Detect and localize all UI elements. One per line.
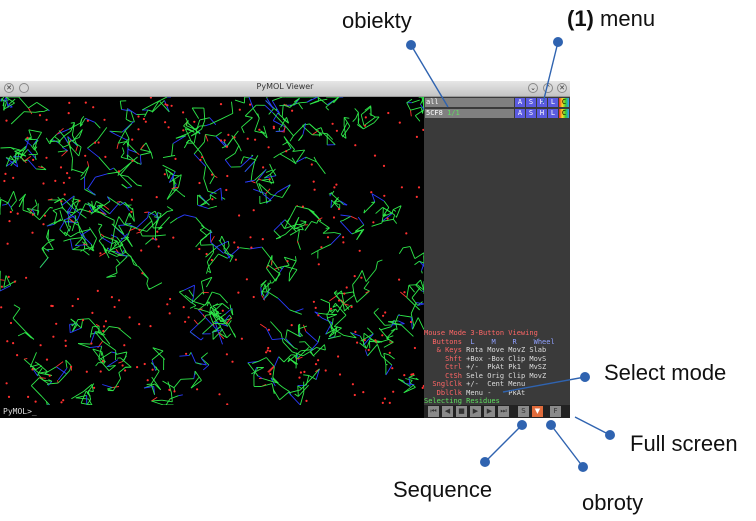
action-button[interactable]: A xyxy=(515,98,525,107)
pointer-line-obroty xyxy=(550,424,584,468)
hide-button[interactable]: H xyxy=(537,98,547,107)
maximize-icon[interactable]: ⌃ xyxy=(543,83,553,93)
rewind-icon[interactable]: ⏮ xyxy=(428,406,439,417)
rock-toggle-icon[interactable]: ▼ xyxy=(532,406,543,417)
object-row-all[interactable]: all A S H L C xyxy=(425,98,569,107)
minimize-icon[interactable]: ⌄ xyxy=(528,83,538,93)
action-button[interactable]: A xyxy=(515,109,525,118)
molecule-structure xyxy=(0,97,424,405)
water-molecules xyxy=(0,97,424,405)
mouse-mode-line: CtSh Sele Orig Clip MovZ xyxy=(424,371,547,380)
play-icon[interactable]: ▶ xyxy=(470,406,481,417)
label-menu-number: (1) xyxy=(567,6,594,31)
label-menu-text: menu xyxy=(600,6,656,31)
label-select-mode: Select mode xyxy=(604,360,727,385)
color-button[interactable]: C xyxy=(559,98,569,107)
mouse-mode-panel[interactable]: Mouse Mode 3-Button Viewing Buttons L M … xyxy=(424,329,570,414)
mouse-mode-line: Mouse Mode 3-Button Viewing xyxy=(424,329,538,337)
mouse-mode-line: Selecting Residues xyxy=(424,397,500,405)
color-button[interactable]: C xyxy=(559,109,569,118)
fast-forward-icon[interactable]: ⏭ xyxy=(498,406,509,417)
object-row-5cf8[interactable]: 5CF8 1/1 A S H L C xyxy=(425,109,569,118)
command-line[interactable]: PyMOL>_ xyxy=(0,405,424,418)
movie-controls: ⏮ ◀ ■ ▶ ▶ ⏭ S ▼ F xyxy=(424,405,570,418)
window-titlebar: ✕ PyMOL Viewer ⌄ ⌃ ✕ xyxy=(0,81,570,97)
close-icon[interactable]: ✕ xyxy=(557,83,567,93)
object-panel: all A S H L C 5CF8 1/1 A S H L C Mouse M… xyxy=(424,97,570,418)
mouse-mode-line: & Keys Rota Move MovZ Slab xyxy=(424,346,547,354)
label-sequence: Sequence xyxy=(393,477,493,502)
full-screen-icon[interactable]: F xyxy=(550,406,561,417)
menu-dot-icon[interactable] xyxy=(19,83,29,93)
mouse-mode-line: Buttons L M R Wheel xyxy=(424,337,555,346)
molecule-viewport[interactable] xyxy=(0,97,424,405)
label-button[interactable]: L xyxy=(548,109,558,118)
pointer-dot-obroty xyxy=(578,462,588,472)
object-name-5cf8[interactable]: 5CF8 1/1 xyxy=(425,109,514,118)
stop-icon[interactable]: ■ xyxy=(456,406,467,417)
label-obroty: obroty xyxy=(582,490,644,515)
mouse-mode-line: SnglClk +/- Cent Menu xyxy=(424,380,547,388)
label-obiekty: obiekty xyxy=(342,8,412,33)
label-full-screen: Full screen xyxy=(630,431,738,456)
step-back-icon[interactable]: ◀ xyxy=(442,406,453,417)
mouse-mode-line: DblClk Menu - PkAt xyxy=(424,388,547,397)
pointer-dot-sequence-end xyxy=(517,420,527,430)
object-name-all[interactable]: all xyxy=(425,98,514,107)
object-state: 1/1 xyxy=(447,109,460,117)
hide-button[interactable]: H xyxy=(537,109,547,118)
pointer-dot-menu xyxy=(553,37,563,47)
mouse-mode-line: Ctrl +/- PkAt Pk1 MvSZ xyxy=(424,363,547,371)
pointer-dot-sequence xyxy=(480,457,490,467)
pointer-dot-obroty-end xyxy=(546,420,556,430)
sequence-button-icon[interactable]: S xyxy=(518,406,529,417)
label-button[interactable]: L xyxy=(548,98,558,107)
bond-lines xyxy=(0,97,424,405)
tools-icon[interactable]: ✕ xyxy=(4,83,14,93)
step-forward-icon[interactable]: ▶ xyxy=(484,406,495,417)
pointer-line-sequence xyxy=(484,424,523,463)
window-title: PyMOL Viewer xyxy=(256,82,314,91)
label-menu: (1) menu xyxy=(567,6,655,32)
pointer-dot-full-screen xyxy=(605,430,615,440)
show-button[interactable]: S xyxy=(526,98,536,107)
mouse-mode-line: Shft +Box -Box Clip MovS xyxy=(424,354,547,363)
pymol-window: ✕ PyMOL Viewer ⌄ ⌃ ✕ PyMOL>_ all A S H L… xyxy=(0,81,570,418)
pointer-line-full-screen xyxy=(574,416,611,436)
pointer-dot-select-mode xyxy=(580,372,590,382)
pointer-dot-obiekty xyxy=(406,40,416,50)
show-button[interactable]: S xyxy=(526,109,536,118)
